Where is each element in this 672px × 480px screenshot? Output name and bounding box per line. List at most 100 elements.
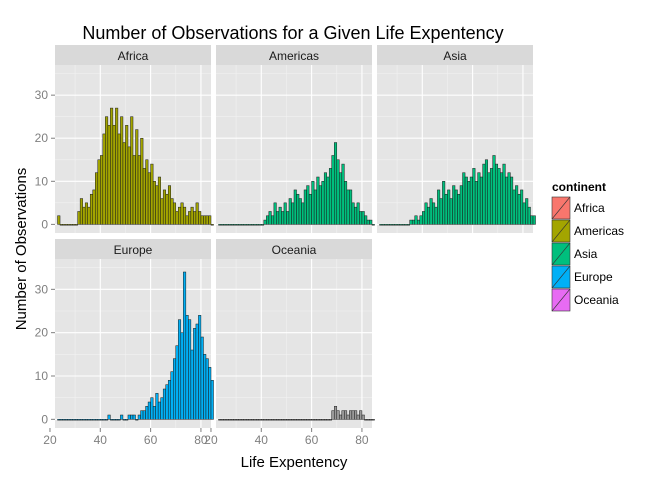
- histogram-bar: [115, 419, 119, 421]
- facet-strip: [377, 45, 533, 65]
- histogram-bar: [263, 219, 267, 225]
- histogram-bar: [417, 219, 421, 225]
- histogram-bar: [306, 185, 310, 225]
- histogram-bar: [188, 319, 192, 420]
- histogram-bar: [87, 206, 91, 225]
- histogram-bar: [296, 193, 300, 225]
- histogram-bar: [321, 419, 325, 421]
- histogram-bar: [344, 410, 348, 420]
- y-tick-label: 10: [35, 174, 49, 188]
- histogram-bar: [100, 419, 104, 421]
- facet-strip-label: Americas: [269, 49, 319, 63]
- histogram-bar: [130, 116, 134, 225]
- x-tick-label: 40: [94, 433, 108, 447]
- histogram-bar: [411, 219, 415, 225]
- facet-panels: Africa 0 10 20 30 Americas Asia Europe 0 10 20 30 20…: [35, 45, 536, 447]
- histogram-bar: [427, 206, 431, 225]
- histogram-bar: [183, 206, 187, 225]
- histogram-bar: [92, 189, 96, 225]
- histogram-bar: [306, 419, 310, 421]
- histogram-bar: [301, 419, 305, 421]
- legend-item-americas: Americas: [551, 219, 624, 243]
- histogram-bar: [183, 271, 187, 420]
- histogram-bar: [268, 211, 272, 225]
- x-tick-label: 20: [204, 433, 218, 447]
- histogram-bar: [230, 224, 234, 226]
- histogram-bar: [313, 189, 317, 225]
- histogram-bar: [371, 224, 375, 226]
- histogram-bar: [245, 224, 249, 226]
- histogram-bar: [89, 419, 93, 421]
- histogram-bar: [344, 181, 348, 225]
- histogram-bar: [356, 414, 360, 420]
- histogram-bar: [127, 146, 131, 225]
- histogram-bar: [130, 414, 134, 420]
- histogram-bar: [293, 419, 297, 421]
- y-tick-label: 0: [41, 412, 48, 426]
- histogram-bar: [72, 419, 76, 421]
- histogram-bar: [283, 202, 287, 225]
- histogram-bar: [152, 406, 156, 420]
- histogram-bar: [258, 224, 262, 226]
- histogram-bar: [399, 224, 403, 226]
- histogram-bar: [266, 419, 270, 421]
- histogram-bar: [62, 419, 66, 421]
- histogram-bar: [220, 224, 224, 226]
- histogram-bar: [394, 224, 398, 226]
- legend-label: Oceania: [574, 293, 619, 307]
- histogram-bar: [273, 419, 277, 421]
- facet-strip-label: Asia: [443, 49, 467, 63]
- histogram-bar: [238, 419, 242, 421]
- histogram-bar: [359, 211, 363, 225]
- histogram-bar: [492, 155, 496, 225]
- histogram-bar: [84, 202, 88, 225]
- histogram-bar: [180, 202, 184, 225]
- histogram-bar: [82, 419, 86, 421]
- histogram-bar: [245, 419, 249, 421]
- histogram-bar: [331, 410, 335, 420]
- histogram-bar: [145, 406, 149, 420]
- x-tick-label: 40: [255, 433, 269, 447]
- histogram-bar: [220, 419, 224, 421]
- facet-africa: Africa 0 10 20 30: [35, 45, 214, 233]
- histogram-bar: [243, 419, 247, 421]
- histogram-bar: [150, 397, 154, 420]
- histogram-bar: [193, 328, 197, 420]
- histogram-bar: [175, 211, 179, 225]
- histogram-bar: [218, 224, 222, 226]
- histogram-bar: [243, 224, 247, 226]
- histogram-bar: [263, 419, 267, 421]
- histogram-bar: [162, 388, 166, 420]
- histogram-bar: [160, 198, 164, 225]
- histogram-bar: [369, 219, 373, 225]
- histogram-bar: [59, 224, 63, 226]
- legend-key-diagonal: [551, 265, 571, 289]
- histogram-bar: [484, 159, 488, 225]
- histogram-bar: [253, 224, 257, 226]
- histogram-bar: [346, 189, 350, 225]
- facet-strip-label: Africa: [118, 49, 149, 63]
- histogram-bar: [326, 419, 330, 421]
- histogram-bar: [386, 224, 390, 226]
- histogram-bar: [140, 137, 144, 225]
- histogram-bar: [510, 176, 514, 225]
- histogram-bar: [188, 211, 192, 225]
- histogram-bar: [469, 176, 473, 225]
- histogram-bar: [235, 419, 239, 421]
- histogram-bar: [331, 155, 335, 225]
- histogram-bar: [147, 172, 151, 225]
- histogram-bar: [369, 419, 373, 421]
- histogram-bar: [64, 224, 68, 226]
- histogram-bar: [487, 172, 491, 225]
- histogram-bar: [223, 224, 227, 226]
- histogram-bar: [341, 410, 345, 420]
- chart-title: Number of Observations for a Given Life …: [82, 23, 503, 43]
- histogram-bar: [515, 185, 519, 225]
- histogram-bar: [457, 193, 461, 225]
- histogram-bar: [67, 419, 71, 421]
- histogram-bar: [155, 185, 159, 225]
- histogram-bar: [334, 406, 338, 420]
- histogram-bar: [308, 193, 312, 225]
- histogram-bar: [167, 185, 171, 225]
- histogram-bar: [313, 419, 317, 421]
